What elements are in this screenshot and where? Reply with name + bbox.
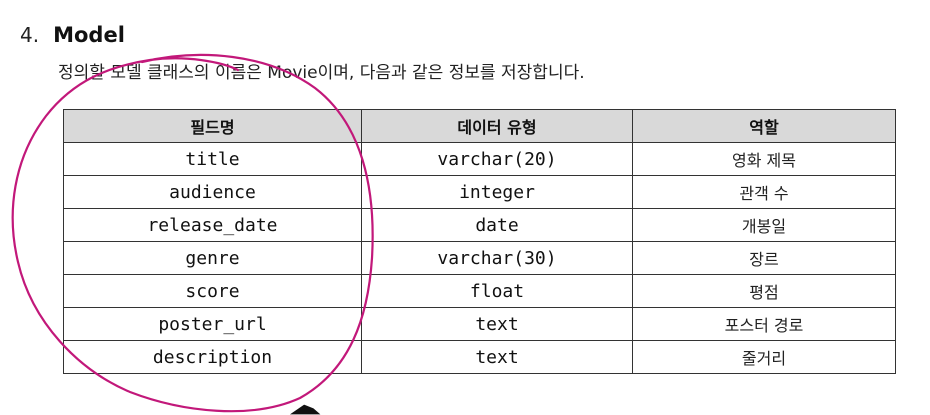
role-cell: 개봉일: [632, 208, 896, 242]
role-cell: 줄거리: [632, 340, 896, 374]
role-cell: 포스터 경로: [632, 307, 896, 341]
data-type-cell: integer: [361, 175, 633, 209]
section-number: 4.: [20, 23, 40, 47]
field-name-cell: description: [63, 340, 362, 374]
role-cell: 평점: [632, 274, 896, 308]
data-type-cell: date: [361, 208, 633, 242]
field-name-cell: score: [63, 274, 362, 308]
field-name-cell: poster_url: [63, 307, 362, 341]
field-name-cell: genre: [63, 241, 362, 275]
role-cell: 관객 수: [632, 175, 896, 209]
table-row: score float 평점: [63, 274, 896, 308]
table-row: title varchar(20) 영화 제목: [63, 142, 896, 176]
field-name-cell: audience: [63, 175, 362, 209]
model-field-table: 필드명 데이터 유형 역할 title varchar(20) 영화 제목 au…: [63, 109, 896, 374]
section-title: Model: [53, 23, 125, 47]
table-row: genre varchar(30) 장르: [63, 241, 896, 275]
field-name-cell: release_date: [63, 208, 362, 242]
field-name-cell: title: [63, 142, 362, 176]
role-cell: 장르: [632, 241, 896, 275]
header-role: 역할: [632, 109, 896, 143]
data-type-cell: varchar(20): [361, 142, 633, 176]
data-type-cell: text: [361, 307, 633, 341]
data-type-cell: float: [361, 274, 633, 308]
section-heading: 4. Model: [20, 20, 125, 50]
mouse-pointer-icon: [286, 403, 323, 415]
header-data-type: 데이터 유형: [361, 109, 633, 143]
table-header-row: 필드명 데이터 유형 역할: [63, 109, 896, 143]
role-cell: 영화 제목: [632, 142, 896, 176]
data-type-cell: varchar(30): [361, 241, 633, 275]
table-row: audience integer 관객 수: [63, 175, 896, 209]
data-type-cell: text: [361, 340, 633, 374]
intro-paragraph: 정의할 모델 클래스의 이름은 Movie이며, 다음과 같은 정보를 저장합니…: [58, 63, 585, 83]
table-row: description text 줄거리: [63, 340, 896, 374]
table-row: release_date date 개봉일: [63, 208, 896, 242]
header-field-name: 필드명: [63, 109, 362, 143]
table-row: poster_url text 포스터 경로: [63, 307, 896, 341]
